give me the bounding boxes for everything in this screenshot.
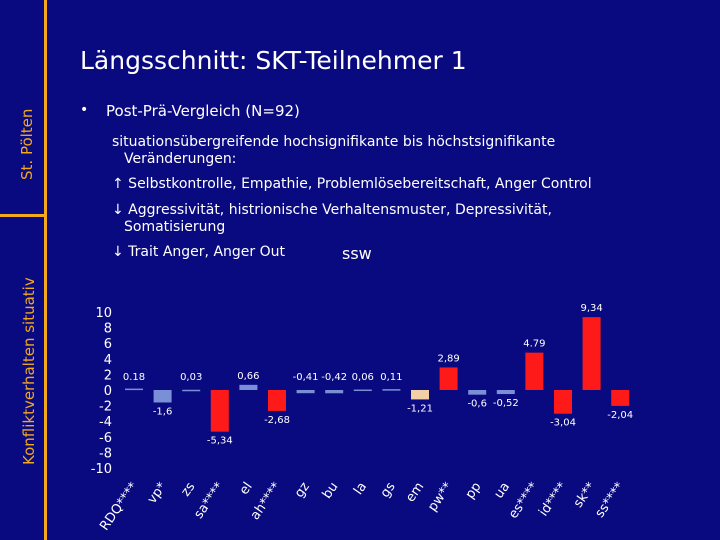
x-tick-label: pw** [425, 479, 456, 514]
x-tick-label: zs [178, 480, 198, 500]
value-label: -2,04 [607, 410, 633, 421]
x-tick-label: es**** [506, 479, 542, 521]
sidebar-divider [0, 214, 47, 217]
bullet-marker: • [80, 102, 89, 118]
bullet-text: Post-Prä-Vergleich (N=92) [106, 102, 300, 120]
y-tick-label: -6 [99, 431, 112, 446]
y-tick-label: 6 [104, 337, 112, 352]
y-tick-label: -4 [99, 415, 112, 430]
y-tick-label: 10 [95, 306, 112, 321]
x-tick-label: sa**** [191, 479, 227, 521]
bullet-line-5: Somatisierung [124, 219, 226, 235]
bar [210, 390, 229, 432]
bar [582, 317, 601, 390]
bars [125, 317, 630, 432]
sidebar [0, 0, 44, 540]
value-label: -0,6 [467, 399, 487, 410]
sidebar-top-label: St. Pölten [18, 108, 36, 180]
x-tick-label: ua [491, 480, 513, 502]
x-tick-label: el [237, 480, 256, 498]
y-tick-label: 8 [104, 322, 112, 337]
x-tick-label: gz [292, 480, 313, 501]
x-tick-label: bu [320, 480, 342, 502]
bar [239, 384, 258, 390]
value-label: 4.79 [523, 339, 545, 350]
value-label: 0,66 [237, 371, 259, 382]
x-tick-label: sk** [571, 479, 599, 510]
value-label: 2,89 [437, 353, 459, 364]
value-label: -1,6 [153, 406, 173, 417]
value-labels: 0.18 -1,6 0,03 -5,34 0,66 -2,68 -0,41 -0,42 0,06… [123, 303, 633, 447]
value-label: -0,42 [321, 372, 347, 383]
bar [382, 389, 401, 391]
x-tick-label: gs [378, 480, 399, 501]
bar [325, 390, 344, 394]
bullet-line-4: ↓ Aggressivität, histrionische Verhalten… [112, 202, 552, 218]
bar [554, 390, 572, 414]
value-label: -3,04 [550, 418, 576, 429]
x-tick-label: la [351, 480, 370, 498]
y-tick-label: -10 [91, 462, 112, 477]
x-tick-label: ah**** [248, 479, 285, 523]
sidebar-accent-line [44, 0, 47, 540]
value-label: 9,34 [580, 303, 602, 314]
y-tick-label: 0 [104, 384, 112, 399]
value-label: 0.18 [123, 372, 145, 383]
bar [439, 367, 458, 390]
value-label: 0,11 [380, 372, 402, 383]
x-tick-label: em [403, 480, 427, 506]
bar [353, 389, 372, 392]
value-label: 0,06 [352, 372, 374, 383]
x-tick-label: pp [463, 480, 485, 502]
y-tick-label: 2 [104, 368, 112, 383]
x-tick-label: RDQ**** [97, 479, 141, 533]
value-label: -0,52 [493, 398, 519, 409]
y-tick-label: 4 [104, 353, 112, 368]
value-label: -2,68 [264, 415, 290, 426]
slide-title: Längsschnitt: SKT-Teilnehmer 1 [80, 46, 467, 75]
bullet-line-3: ↑ Selbstkontrolle, Empathie, Problemlöse… [112, 176, 592, 192]
bar [411, 390, 429, 400]
bar [125, 388, 143, 391]
value-label: -5,34 [207, 436, 233, 447]
x-tick-label: vp* [145, 479, 170, 506]
bullet-line-2: Veränderungen: [124, 151, 237, 167]
bar [611, 390, 630, 406]
x-tick-label: ss**** [593, 479, 628, 520]
bar [153, 390, 172, 403]
value-label: -0,41 [293, 372, 319, 383]
value-label: 0,03 [180, 372, 202, 383]
bullet-line-1: situationsübergreifende hochsignifikante… [112, 134, 556, 150]
bullet-line-7: ssw [342, 244, 372, 263]
y-tick-label: -2 [99, 400, 112, 415]
bar [525, 352, 544, 390]
bar [268, 390, 286, 411]
value-label: -1,21 [407, 403, 433, 414]
bar [496, 390, 515, 395]
x-tick-label: id**** [536, 479, 570, 519]
y-tick-label: -8 [99, 446, 112, 461]
bar [296, 390, 315, 394]
bar [468, 390, 487, 395]
bar [182, 389, 201, 392]
bullet-line-6: ↓ Trait Anger, Anger Out [112, 244, 285, 260]
